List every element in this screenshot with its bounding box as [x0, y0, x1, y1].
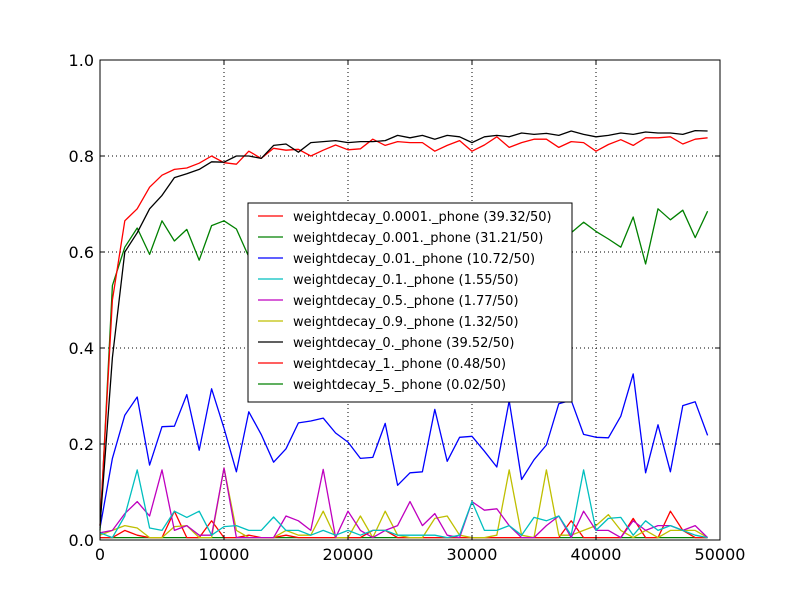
legend-label: weightdecay_0.001._phone (31.21/50)	[293, 231, 543, 246]
y-tick-label: 0.0	[69, 531, 94, 550]
series-line-0	[99, 136, 708, 526]
legend-label: weightdecay_0.01._phone (10.72/50)	[293, 252, 535, 267]
series-line-3	[99, 469, 708, 539]
legend-label: weightdecay_0.9._phone (1.32/50)	[293, 315, 519, 330]
y-tick-label: 0.2	[69, 435, 94, 454]
x-tick-label: 40000	[571, 545, 622, 564]
y-tick-label: 0.8	[69, 147, 94, 166]
y-tick-label: 0.6	[69, 243, 94, 262]
series-line-5	[99, 467, 708, 539]
x-tick-label: 10000	[199, 545, 250, 564]
plot-frame	[99, 59, 721, 541]
axis-ticks: 0 10000 20000 30000 40000 50000 0.0 0.2 0.4 0.6 0.…	[69, 51, 746, 564]
legend: weightdecay_0.0001._phone (39.32/50) weig…	[247, 202, 573, 403]
y-tick-label: 1.0	[69, 51, 94, 70]
legend-label: weightdecay_0.5._phone (1.77/50)	[293, 294, 519, 309]
x-tick-label: 0	[95, 545, 105, 564]
legend-label: weightdecay_1._phone (0.48/50)	[293, 357, 506, 372]
legend-box	[247, 202, 573, 403]
legend-label: weightdecay_0._phone (39.52/50)	[293, 336, 514, 351]
legend-label: weightdecay_0.0001._phone (39.32/50)	[293, 210, 552, 225]
series-line-6	[99, 129, 708, 526]
x-tick-label: 30000	[447, 545, 498, 564]
x-tick-label: 20000	[323, 545, 374, 564]
y-tick-label: 0.4	[69, 339, 94, 358]
x-tick-label: 50000	[695, 545, 746, 564]
series-line-2	[99, 373, 709, 529]
legend-label: weightdecay_5._phone (0.02/50)	[293, 378, 506, 393]
legend-label: weightdecay_0.1._phone (1.55/50)	[293, 273, 519, 288]
series-line-4	[99, 467, 709, 539]
